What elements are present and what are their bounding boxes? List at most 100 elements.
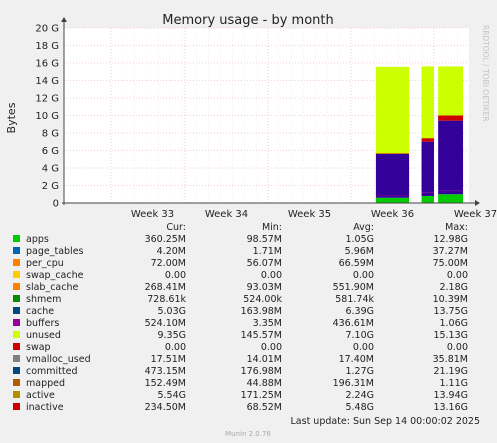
legend-row-mapped: mapped 152.49M 44.88M 196.31M 1.11G	[13, 378, 468, 389]
y-tick-labels: 0 2 G 4 G 6 G 8 G 10 G 12 G 14 G 16 G 18 G 20 G	[35, 24, 59, 210]
legend-row-unused: unused 9.35G 145.57M 7.10G 15.13G	[13, 330, 468, 341]
y-axis-arrow	[61, 17, 67, 22]
legend-swatch	[13, 295, 20, 302]
legend-name: shmem	[26, 294, 61, 305]
legend-row-shmem: shmem 728.61k 524.00k 581.74k 10.39M	[13, 294, 468, 305]
munin-version: Munin 2.0.76	[225, 430, 271, 438]
y-tick-label: 4 G	[42, 164, 59, 175]
legend-cur: 728.61k	[147, 294, 186, 305]
y-tick-label: 8 G	[42, 129, 59, 140]
legend-row-committed: committed 473.15M 176.98M 1.27G 21.19G	[13, 366, 468, 377]
legend-name: swap	[26, 342, 51, 353]
legend-row-cache: cache 5.03G 163.98M 6.39G 13.75G	[13, 306, 468, 317]
legend-row-swap: swap 0.00 0.00 0.00 0.00	[13, 342, 468, 353]
legend-max: 37.27M	[433, 246, 468, 257]
legend-name: buffers	[26, 318, 59, 329]
legend-cur: 360.25M	[145, 234, 186, 245]
legend-name: vmalloc_used	[26, 354, 91, 365]
legend-avg: 0.00	[353, 342, 374, 353]
y-axis-label: Bytes	[5, 102, 18, 133]
legend-min: 171.25M	[241, 390, 282, 401]
x-tick-label: Week 36	[371, 209, 414, 220]
legend-row-vmalloc_used: vmalloc_used 17.51M 14.01M 17.40M 35.81M	[13, 354, 468, 365]
legend-min: 44.88M	[247, 378, 282, 389]
area-cache-segment-1	[421, 141, 434, 193]
legend-header-min: Min:	[262, 222, 282, 233]
legend-header-max: Max:	[445, 222, 468, 233]
legend-name: slab_cache	[26, 282, 78, 293]
legend-cur: 9.35G	[157, 330, 186, 341]
y-tick-label: 14 G	[35, 76, 59, 87]
legend-avg: 66.59M	[339, 258, 374, 269]
y-tick-label: 12 G	[35, 94, 59, 105]
legend-header-avg: Avg:	[353, 222, 374, 233]
legend-cur: 4.20M	[157, 246, 186, 257]
legend-max: 0.00	[447, 270, 468, 281]
legend-name: unused	[26, 330, 61, 341]
legend-cur: 0.00	[165, 270, 186, 281]
legend-name: committed	[26, 366, 78, 377]
last-update: Last update: Sun Sep 14 00:00:02 2025	[291, 416, 481, 427]
legend-swatch	[13, 331, 20, 338]
area-unused-segment-1	[421, 66, 434, 139]
legend-min: 14.01M	[247, 354, 282, 365]
legend-cur: 17.51M	[151, 354, 186, 365]
legend: Cur: Min: Avg: Max: apps 360.25M 98.57M 1.0…	[13, 222, 468, 413]
legend-avg: 6.39G	[345, 306, 374, 317]
legend-swatch	[13, 283, 20, 290]
y-tick-label: 16 G	[35, 59, 59, 70]
y-tick-label: 20 G	[35, 24, 59, 35]
legend-row-inactive: inactive 234.50M 68.52M 5.48G 13.16G	[13, 402, 468, 413]
legend-min: 98.57M	[247, 234, 282, 245]
legend-swatch	[13, 259, 20, 266]
legend-min: 93.03M	[247, 282, 282, 293]
legend-cur: 268.41M	[145, 282, 186, 293]
legend-swatch	[13, 343, 20, 350]
area-shmem-segment-0	[375, 195, 410, 196]
legend-avg: 1.05G	[345, 234, 374, 245]
area-apps-segment-0	[375, 197, 410, 203]
legend-avg: 5.96M	[345, 246, 374, 257]
legend-name: per_cpu	[26, 258, 64, 269]
x-tick-labels: Week 33 Week 34 Week 35 Week 36 Week 37	[131, 209, 497, 220]
legend-avg: 436.61M	[333, 318, 374, 329]
legend-avg: 581.74k	[335, 294, 374, 305]
x-tick-label: Week 34	[205, 209, 248, 220]
legend-min: 1.71M	[253, 246, 282, 257]
legend-avg: 2.24G	[345, 390, 374, 401]
x-tick-label: Week 35	[288, 209, 331, 220]
legend-min: 3.35M	[253, 318, 282, 329]
legend-row-page_tables: page_tables 4.20M 1.71M 5.96M 37.27M	[13, 246, 468, 257]
legend-swatch	[13, 307, 20, 314]
y-tick-label: 10 G	[35, 111, 59, 122]
legend-avg: 0.00	[353, 270, 374, 281]
legend-swatch	[13, 367, 20, 374]
area-cache-segment-0	[375, 153, 410, 196]
x-tick-label: Week 33	[131, 209, 174, 220]
area-apps-segment-1	[421, 196, 434, 203]
x-tick-label: Week 37	[454, 209, 497, 220]
area-unused-segment-0	[375, 66, 410, 154]
area-shmem-segment-2	[438, 190, 464, 192]
chart-title: Memory usage - by month	[162, 13, 333, 28]
legend-swatch	[13, 391, 20, 398]
legend-row-apps: apps 360.25M 98.57M 1.05G 12.98G	[13, 234, 468, 245]
legend-avg: 1.27G	[345, 366, 374, 377]
area-apps-segment-2	[438, 194, 464, 203]
legend-min: 0.00	[261, 270, 282, 281]
legend-swatch	[13, 379, 20, 386]
area-buffers-segment-1	[421, 138, 434, 142]
axes	[61, 17, 480, 206]
legend-max: 21.19G	[433, 366, 468, 377]
legend-swatch	[13, 403, 20, 410]
legend-max: 13.94G	[433, 390, 468, 401]
legend-name: inactive	[26, 402, 64, 413]
y-tick-label: 2 G	[42, 181, 59, 192]
legend-min: 524.00k	[243, 294, 282, 305]
series-areas	[375, 66, 464, 203]
area-cache-segment-2	[438, 120, 464, 191]
legend-max: 0.00	[447, 342, 468, 353]
legend-max: 75.00M	[433, 258, 468, 269]
legend-max: 10.39M	[433, 294, 468, 305]
legend-name: apps	[26, 234, 49, 245]
